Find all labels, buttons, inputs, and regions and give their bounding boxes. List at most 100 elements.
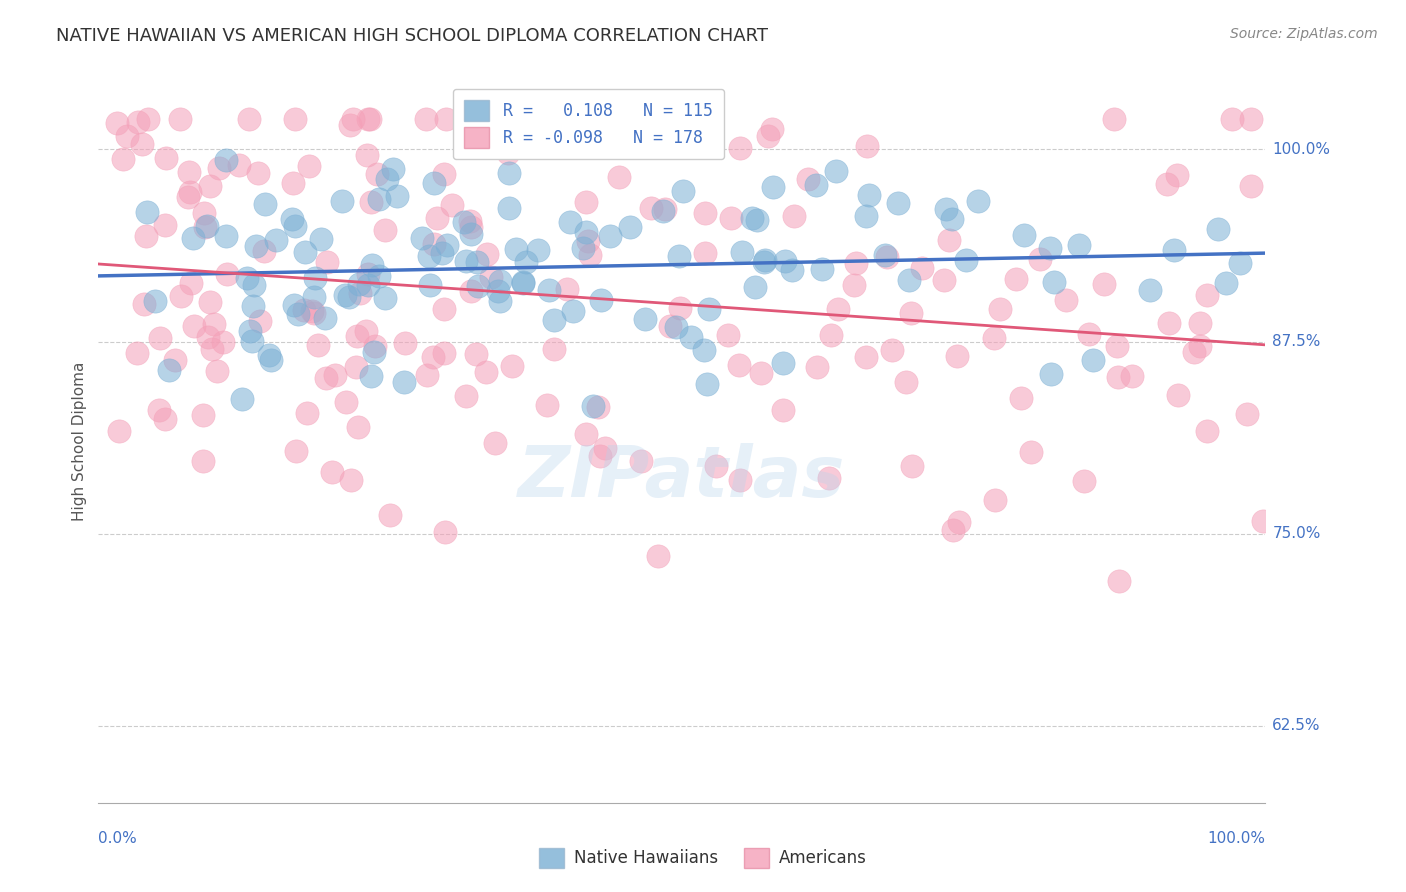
Point: [127, 114, 149, 128]
Point: [1028, 252, 1050, 266]
Point: [197, 330, 219, 344]
Point: [177, 190, 200, 204]
Point: [181, 230, 204, 244]
Point: [806, 359, 828, 374]
Point: [264, 233, 287, 247]
Point: [582, 400, 605, 414]
Point: [366, 168, 388, 182]
Point: [783, 209, 806, 223]
Point: [394, 336, 416, 351]
Point: [201, 342, 224, 356]
Point: [301, 304, 323, 318]
Point: [1240, 179, 1263, 194]
Point: [1078, 327, 1101, 342]
Point: [239, 324, 262, 338]
Text: 87.5%: 87.5%: [1272, 334, 1320, 349]
Point: [630, 454, 652, 468]
Point: [136, 112, 159, 126]
Point: [486, 284, 509, 298]
Point: [1206, 222, 1229, 236]
Point: [934, 273, 956, 287]
Point: [215, 153, 238, 168]
Point: [1236, 407, 1258, 421]
Point: [946, 349, 969, 363]
Point: [193, 205, 215, 219]
Point: [911, 260, 934, 275]
Point: [1189, 316, 1212, 330]
Point: [180, 276, 202, 290]
Point: [501, 359, 523, 374]
Point: [665, 320, 688, 334]
Point: [309, 232, 332, 246]
Point: [378, 508, 401, 523]
Point: [844, 277, 866, 292]
Point: [754, 252, 776, 267]
Point: [170, 289, 193, 303]
Point: [115, 129, 138, 144]
Point: [198, 179, 221, 194]
Point: [640, 202, 662, 216]
Point: [281, 212, 304, 227]
Point: [253, 244, 276, 259]
Point: [315, 371, 337, 385]
Point: [333, 288, 356, 302]
Point: [728, 141, 751, 155]
Point: [307, 338, 329, 352]
Point: [465, 347, 488, 361]
Point: [1108, 574, 1130, 589]
Point: [240, 334, 263, 349]
Point: [845, 256, 868, 270]
Point: [163, 352, 186, 367]
Point: [433, 302, 456, 317]
Text: 62.5%: 62.5%: [1272, 718, 1320, 733]
Point: [242, 299, 264, 313]
Point: [131, 136, 153, 151]
Point: [505, 242, 527, 256]
Point: [357, 112, 380, 126]
Point: [460, 284, 482, 298]
Point: [811, 262, 834, 277]
Point: [901, 458, 924, 473]
Point: [183, 319, 205, 334]
Point: [1215, 277, 1237, 291]
Point: [576, 234, 599, 248]
Point: [208, 161, 231, 175]
Point: [741, 211, 763, 226]
Point: [762, 180, 785, 194]
Point: [797, 172, 820, 186]
Point: [1067, 238, 1090, 252]
Point: [415, 368, 437, 382]
Point: [284, 219, 307, 233]
Point: [575, 226, 598, 240]
Point: [179, 185, 201, 199]
Point: [938, 233, 960, 247]
Point: [668, 301, 690, 315]
Point: [211, 334, 233, 349]
Point: [344, 359, 367, 374]
Point: [543, 313, 565, 327]
Point: [1102, 112, 1125, 126]
Point: [304, 306, 326, 320]
Point: [817, 471, 839, 485]
Point: [148, 402, 170, 417]
Point: [1189, 339, 1212, 353]
Point: [1240, 112, 1263, 126]
Y-axis label: High School Diploma: High School Diploma: [72, 362, 87, 521]
Point: [254, 197, 277, 211]
Point: [633, 311, 655, 326]
Point: [231, 392, 253, 407]
Point: [368, 268, 391, 283]
Text: NATIVE HAWAIIAN VS AMERICAN HIGH SCHOOL DIPLOMA CORRELATION CHART: NATIVE HAWAIIAN VS AMERICAN HIGH SCHOOL …: [56, 27, 768, 45]
Point: [562, 303, 585, 318]
Point: [575, 427, 598, 442]
Point: [498, 166, 520, 180]
Point: [772, 402, 794, 417]
Point: [135, 204, 157, 219]
Point: [105, 116, 128, 130]
Point: [668, 249, 690, 263]
Point: [1107, 339, 1129, 353]
Point: [749, 366, 772, 380]
Point: [966, 194, 988, 208]
Point: [392, 375, 415, 389]
Point: [1012, 227, 1035, 242]
